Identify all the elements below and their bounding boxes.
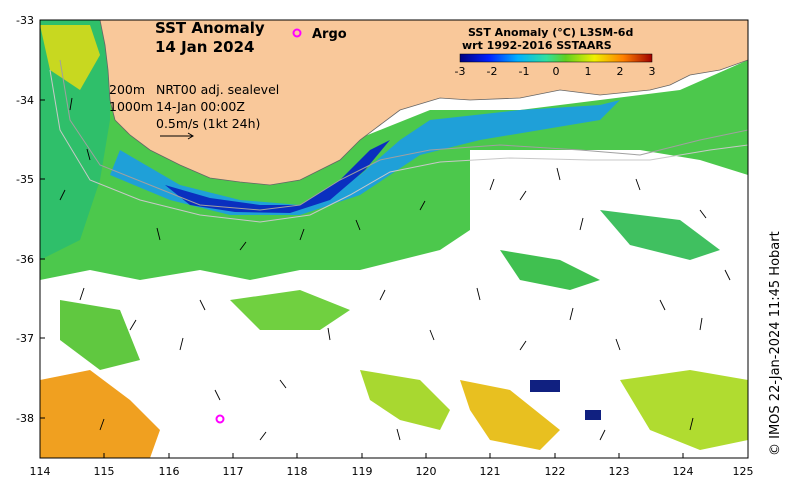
sst-field-south-patches [360,370,450,430]
map-title: SST Anomaly [155,19,265,37]
latitude-axis: -33 -34 -35 -36 -37 -38 [16,14,34,425]
colorbar-tick: -3 [455,65,466,78]
plot-area [40,20,748,458]
lon-tick: 121 [480,465,501,478]
lat-tick: -33 [16,14,34,27]
colorbar-tick: 1 [585,65,592,78]
lon-tick: 117 [223,465,244,478]
vector-scale-arrow [160,132,194,140]
colorbar-tick: 0 [553,65,560,78]
longitude-axis: 114 115 116 117 118 119 120 121 122 123 … [30,465,754,478]
imos-credit: © IMOS 22-Jan-2024 11:45 Hobart [768,231,783,456]
contour-1000m-label: 1000m [109,99,153,114]
sst-field-yellow-west [40,25,100,90]
argo-float-marker [292,28,302,38]
lon-tick: 120 [416,465,437,478]
argo-legend-label: Argo [312,27,347,42]
lat-tick: -38 [16,412,34,425]
lon-tick: 118 [287,465,308,478]
vector-scale-label: 0.5m/s (1kt 24h) [156,116,260,131]
colorbar-ticks: -3 -2 -1 0 1 2 3 [455,65,656,78]
sst-field-warm-southwest [40,370,160,458]
lon-tick: 115 [94,465,115,478]
sst-field-west-coast [40,20,110,260]
lon-tick: 119 [352,465,373,478]
lat-tick: -35 [16,173,34,186]
lat-tick: -37 [16,332,34,345]
lat-tick: -36 [16,253,34,266]
colorbar-tick: 3 [649,65,656,78]
lon-tick: 122 [545,465,566,478]
colorbar-tick: -2 [487,65,498,78]
lon-tick: 123 [609,465,630,478]
lon-tick: 125 [733,465,754,478]
colorbar-tick: 2 [617,65,624,78]
contour-200m-label: 200m [109,82,145,97]
colorbar-tick: -1 [519,65,530,78]
sst-field-cold-core [165,140,390,213]
sst-field-cool-band [110,100,620,215]
legend-subtitle: wrt 1992-2016 SSTAARS [462,39,612,52]
contour-1000m [49,69,748,223]
argo-float-marker [215,414,225,424]
lon-tick: 116 [159,465,180,478]
current-source-label: NRT00 adj. sealevel [156,82,279,97]
legend-title: SST Anomaly (°C) L3SM-6d [468,26,633,39]
lon-tick: 114 [30,465,51,478]
contour-200m [59,59,748,211]
plot-frame [39,19,749,459]
current-vectors [59,97,731,441]
colorbar [459,53,653,63]
map-date: 14 Jan 2024 [155,38,254,56]
current-time-label: 14-Jan 00:00Z [156,99,245,114]
lat-tick: -34 [16,94,34,107]
lon-tick: 124 [673,465,694,478]
